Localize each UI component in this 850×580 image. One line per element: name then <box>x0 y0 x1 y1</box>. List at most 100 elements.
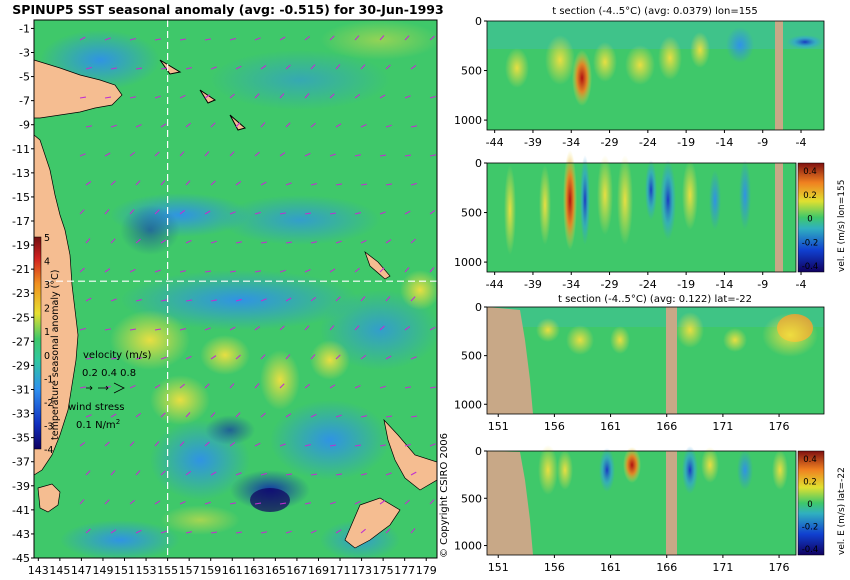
vector-arrow <box>335 473 343 476</box>
vector-arrow <box>429 499 435 505</box>
vector-arrow <box>79 327 86 331</box>
vector-arrow <box>379 325 385 331</box>
vector-arrow <box>254 93 260 99</box>
vector-arrow <box>404 154 412 157</box>
vector-arrow <box>110 238 116 244</box>
vector-arrow <box>379 267 385 273</box>
vector-arrow <box>429 95 436 99</box>
section-1-land <box>775 21 783 130</box>
section-2-axes: -44 -39 -34 -29 -24 -19 -14 -9 -4 0 500 1000 <box>454 157 807 291</box>
wind-stress-label: wind stress <box>68 402 124 413</box>
vector-arrow <box>129 441 135 447</box>
vector-arrow <box>360 415 367 418</box>
section-4-colorbar-ticks: 0.4 0.2 0 -0.2 -0.4 <box>802 455 819 555</box>
vector-arrow <box>304 444 311 447</box>
map-anomaly-field <box>40 20 440 560</box>
section-x-tick-label: -39 <box>524 278 542 291</box>
vector-arrow <box>79 267 85 273</box>
colorbar-tick-label: 1 <box>44 327 50 338</box>
wind-stress-vectors <box>79 35 437 534</box>
section-x-tick-label: -39 <box>524 136 542 149</box>
lat-tick-label: -25 <box>12 311 30 324</box>
colorbar-tick-label: -4 <box>44 445 53 456</box>
new-zealand-north-land <box>383 418 438 491</box>
vector-arrow <box>279 152 286 157</box>
section-x-tick-label: -9 <box>757 136 768 149</box>
section-y-tick-label: 500 <box>461 65 482 78</box>
lon-tick-label: 167 <box>286 564 307 577</box>
vector-arrow <box>310 64 316 70</box>
section-3-axes: 151 156 161 166 171 176 0 500 1000 <box>454 301 790 433</box>
vector-arrow <box>85 238 91 244</box>
section-x-tick-label: -24 <box>639 278 657 291</box>
section-4-frame <box>486 450 797 556</box>
vector-arrow <box>179 270 186 273</box>
vector-arrow <box>429 326 436 331</box>
section-1-frame <box>486 20 825 131</box>
vector-arrow <box>354 154 361 157</box>
vector-arrow <box>254 270 261 273</box>
vector-arrow <box>185 122 191 128</box>
vector-arrow <box>110 529 117 534</box>
vector-arrow <box>129 268 136 273</box>
vector-arrow <box>85 357 93 360</box>
vector-arrow <box>285 354 291 360</box>
lat-tick-label: -13 <box>12 167 30 180</box>
new-zealand-south-land <box>344 497 401 549</box>
new-guinea-land <box>33 59 123 119</box>
vector-arrow <box>429 267 435 273</box>
vector-arrow <box>279 93 285 99</box>
vector-arrow <box>160 412 166 418</box>
vector-arrow <box>329 268 336 273</box>
section-x-tick-label: 151 <box>488 561 509 574</box>
vector-arrow <box>135 180 141 186</box>
vector-arrow <box>279 502 287 505</box>
vector-arrow <box>79 96 87 99</box>
velocity-colorbar-tick-label: 0 <box>807 500 812 510</box>
vector-arrow <box>135 529 142 534</box>
section-x-tick-label: -9 <box>757 278 768 291</box>
vector-arrow <box>179 209 186 215</box>
lon-tick-label: 157 <box>179 564 200 577</box>
vector-arrow <box>335 354 341 360</box>
vector-arrow <box>354 444 362 447</box>
vector-arrow <box>329 384 336 389</box>
vector-arrow <box>79 386 86 389</box>
section-x-tick-label: -4 <box>796 278 807 291</box>
vector-arrow <box>379 444 386 447</box>
vector-arrow <box>104 209 110 215</box>
colorbar-tick-label: 5 <box>44 233 50 244</box>
section-x-tick-label: 156 <box>544 420 565 433</box>
section-2-colorbar-label: vel. E (m/s) lon=155 <box>837 180 847 272</box>
vector-arrow <box>254 502 262 505</box>
vector-arrow <box>204 270 212 273</box>
vector-arrow <box>279 325 285 331</box>
vector-arrow <box>129 151 136 157</box>
vector-arrow <box>354 500 361 505</box>
lat-tick-label: -37 <box>12 456 30 469</box>
vector-arrow <box>310 241 317 244</box>
vector-arrow <box>429 35 435 41</box>
map-colorbar: 5 4 3 2 1 0 -1 -2 -3 -4 temperature seasonal anom… <box>33 233 61 456</box>
lon-tick-label: 143 <box>28 564 49 577</box>
vector-arrow <box>104 441 110 447</box>
solomon-islands-land <box>159 59 247 131</box>
vector-arrow <box>85 181 92 186</box>
vector-arrow <box>204 151 210 157</box>
vector-arrow <box>154 209 160 215</box>
map-colorbar-gradient <box>33 236 42 450</box>
map-title: SPINUP5 SST seasonal anomaly (avg: -0.51… <box>12 2 443 17</box>
lat-tick-label: -41 <box>12 504 30 517</box>
vector-arrow <box>354 212 361 215</box>
vector-arrow <box>229 37 236 41</box>
new-caledonia-land <box>364 250 391 280</box>
vector-arrow <box>354 267 360 273</box>
section-4-axes: 151 156 161 166 171 176 0 500 1000 <box>454 445 790 574</box>
section-y-tick-label: 1000 <box>454 540 482 553</box>
vector-arrow <box>379 385 386 389</box>
vector-arrow <box>360 124 367 128</box>
vector-arrow <box>385 528 391 534</box>
section-2-colorbar-ticks: 0.4 0.2 0 -0.2 -0.4 <box>802 167 819 272</box>
section-x-tick-label: -14 <box>715 136 733 149</box>
vector-arrow <box>135 357 142 360</box>
